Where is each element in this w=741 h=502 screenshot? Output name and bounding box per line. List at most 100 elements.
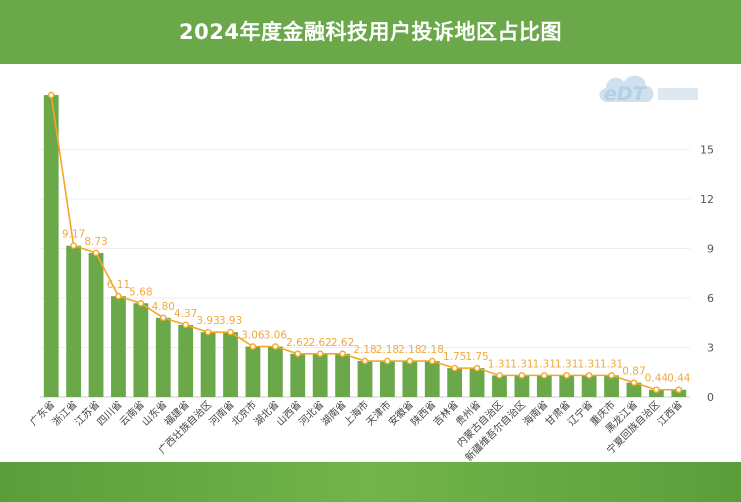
data-label: 0.87 (622, 366, 645, 378)
bar (133, 303, 149, 397)
line-point (227, 328, 234, 336)
data-label: 2.18 (353, 344, 376, 356)
data-label: 2.62 (331, 337, 354, 349)
line-point (518, 372, 526, 379)
data-label: 1.75 (465, 351, 488, 363)
x-tick-label: 江西省 (655, 398, 685, 428)
bar (581, 375, 597, 397)
chart-area: 0 3 6 9 12 15 9.17 8.73 6.11 5.68 4.80 4.37 3.93 3.93… (0, 64, 741, 464)
line-point (406, 357, 414, 365)
y-tick-label: 15 (700, 144, 714, 157)
line-point (339, 350, 346, 358)
bar (447, 368, 463, 397)
data-label: 0.44 (667, 373, 691, 385)
data-label: 4.80 (152, 301, 175, 313)
data-label: 3.93 (196, 315, 219, 327)
line-point (428, 357, 436, 365)
bar (111, 296, 126, 397)
bar (536, 375, 552, 397)
bar (492, 375, 507, 397)
bar (380, 361, 395, 397)
data-label: 5.68 (129, 286, 152, 298)
bar (648, 389, 664, 397)
bar (335, 353, 350, 397)
line-point (608, 372, 615, 379)
line-point (563, 372, 571, 379)
bar (402, 361, 418, 397)
line-point (272, 343, 279, 350)
bar (290, 353, 306, 397)
bar (424, 361, 440, 397)
y-tick-label: 3 (707, 342, 714, 355)
bar (200, 332, 216, 397)
bar (223, 332, 238, 397)
bar (245, 346, 261, 397)
data-label: 4.37 (174, 308, 197, 320)
bar (469, 368, 485, 397)
data-label: 2.62 (308, 337, 331, 349)
line-point (70, 242, 77, 249)
bar (671, 389, 687, 397)
line-point (585, 372, 593, 379)
header-bar: 2024年度金融科技用户投诉地区占比图 (0, 0, 741, 64)
line-point (384, 357, 391, 365)
bar (88, 252, 104, 397)
line-point (249, 343, 257, 350)
line-point (137, 299, 145, 307)
data-label: 1.31 (600, 358, 623, 370)
edt-logo: eDT (594, 66, 704, 110)
line-point (675, 386, 683, 394)
data-label: 1.31 (488, 358, 511, 370)
data-label: 0.44 (645, 373, 669, 385)
y-tick-label: 12 (700, 193, 714, 206)
y-tick-label: 6 (707, 292, 714, 305)
line-point (473, 364, 481, 372)
line-point (653, 386, 660, 394)
line-point (92, 249, 100, 257)
bar (178, 324, 194, 397)
data-label: 1.31 (555, 358, 578, 370)
line-point (182, 321, 189, 329)
logo-tail (658, 88, 698, 100)
data-label: 3.93 (219, 315, 242, 327)
line-point (316, 350, 324, 358)
bar (66, 245, 82, 397)
line-point (541, 372, 548, 379)
y-tick-label: 9 (707, 243, 714, 256)
line-point (496, 372, 503, 379)
line-point (159, 314, 167, 322)
cloud-icon (599, 75, 654, 102)
data-label: 8.73 (84, 236, 107, 248)
bar (559, 375, 575, 397)
logo-text: eDT (604, 83, 648, 105)
data-label: 2.18 (376, 344, 399, 356)
data-label: 2.18 (421, 344, 444, 356)
line-point (361, 357, 369, 365)
footer-bar (0, 462, 741, 502)
bar (626, 382, 642, 397)
data-label: 3.06 (264, 330, 288, 342)
bar (43, 95, 59, 398)
y-tick-label: 0 (707, 391, 714, 404)
data-label: 1.31 (577, 358, 600, 370)
page-title: 2024年度金融科技用户投诉地区占比图 (179, 20, 562, 44)
line-point (630, 379, 638, 386)
line-point (47, 91, 55, 99)
data-label: 6.11 (107, 279, 130, 291)
bar (514, 375, 530, 397)
line-point (204, 328, 212, 336)
bar (155, 317, 171, 397)
line-point (115, 292, 122, 300)
bar (604, 375, 619, 397)
line-point (451, 364, 458, 372)
data-label: 2.18 (398, 344, 421, 356)
data-label: 9.17 (62, 229, 85, 241)
data-label: 1.75 (443, 351, 466, 363)
data-label: 1.31 (510, 358, 533, 370)
data-label: 1.31 (533, 358, 556, 370)
bar (312, 353, 328, 397)
bar (267, 346, 283, 397)
line-point (294, 350, 302, 358)
data-label: 3.06 (241, 330, 265, 342)
